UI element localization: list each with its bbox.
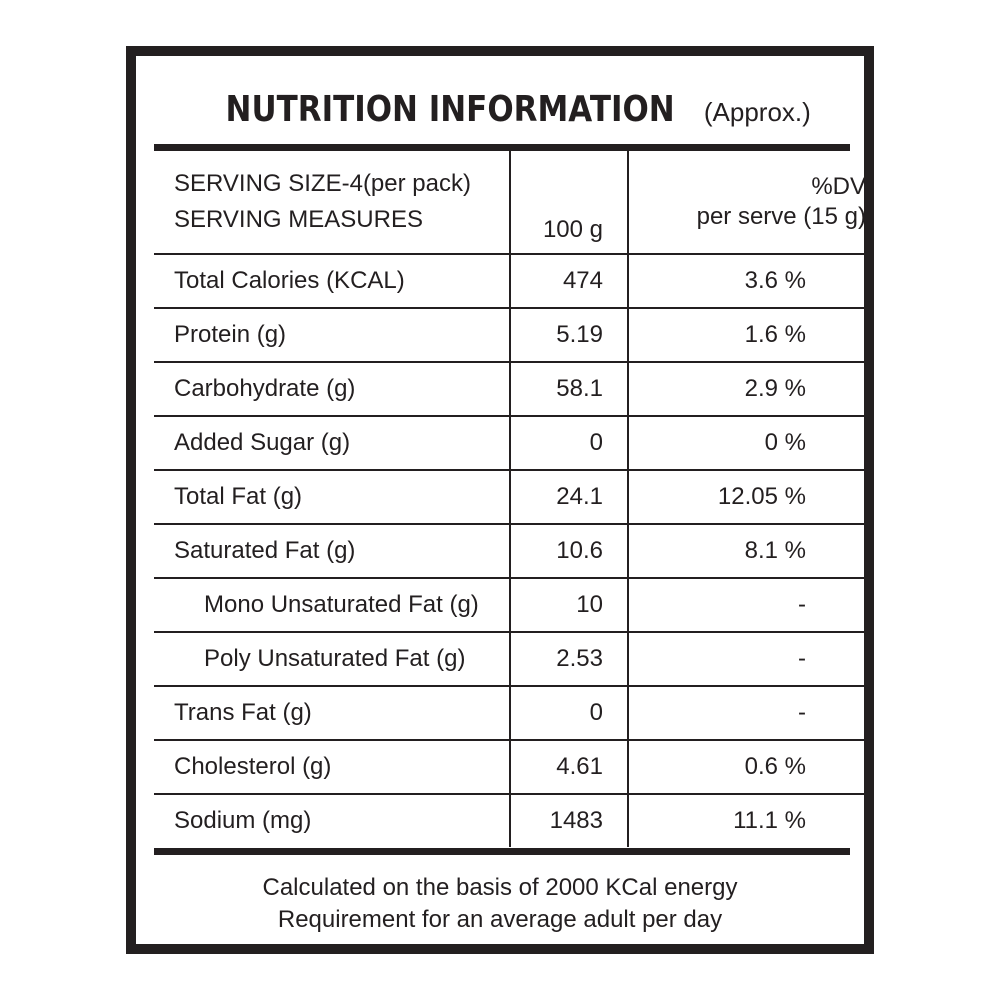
title-sub: (Approx.)	[704, 97, 811, 127]
nutrient-name: Sodium (mg)	[154, 794, 510, 847]
nutrient-value: 1483	[510, 794, 628, 847]
nutrient-value: 10	[510, 578, 628, 632]
serving-size: SERVING SIZE-4(per pack)	[174, 166, 509, 202]
nutrient-dv: 3.6 %	[628, 254, 866, 308]
dv-header-line1: %DV	[629, 172, 866, 202]
nutrient-value: 10.6	[510, 524, 628, 578]
table-row: Poly Unsaturated Fat (g) 2.53 -	[154, 632, 866, 686]
nutrient-dv: 2.9 %	[628, 362, 866, 416]
nutrient-value: 24.1	[510, 470, 628, 524]
top-rule	[154, 144, 850, 151]
title-main: NUTRITION INFORMATION	[226, 80, 675, 140]
nutrient-value: 0	[510, 416, 628, 470]
nutrient-name: Carbohydrate (g)	[154, 362, 510, 416]
nutrition-label: NUTRITION INFORMATION (Approx.) SERVING …	[126, 46, 874, 954]
nutrient-dv: 0.6 %	[628, 740, 866, 794]
dv-header-line2: per serve (15 g)	[629, 202, 866, 232]
nutrient-value: 0	[510, 686, 628, 740]
serving-measures: SERVING MEASURES	[174, 202, 509, 238]
nutrient-dv: 1.6 %	[628, 308, 866, 362]
nutrient-name: Poly Unsaturated Fat (g)	[154, 632, 510, 686]
nutrient-value: 58.1	[510, 362, 628, 416]
nutrient-name: Saturated Fat (g)	[154, 524, 510, 578]
table-row: Total Fat (g) 24.1 12.05 %	[154, 470, 866, 524]
nutrient-dv: 8.1 %	[628, 524, 866, 578]
table-row: Cholesterol (g) 4.61 0.6 %	[154, 740, 866, 794]
footnote-line1: Calculated on the basis of 2000 KCal ene…	[136, 872, 864, 904]
nutrient-name: Cholesterol (g)	[154, 740, 510, 794]
footnote: Calculated on the basis of 2000 KCal ene…	[136, 872, 864, 936]
nutrient-name: Added Sugar (g)	[154, 416, 510, 470]
table-row: Saturated Fat (g) 10.6 8.1 %	[154, 524, 866, 578]
nutrient-dv: -	[628, 632, 866, 686]
table-row: Carbohydrate (g) 58.1 2.9 %	[154, 362, 866, 416]
table-row: Trans Fat (g) 0 -	[154, 686, 866, 740]
dv-header-cell: %DV per serve (15 g)	[628, 151, 866, 254]
table-row: Total Calories (KCAL) 474 3.6 %	[154, 254, 866, 308]
nutrient-name: Protein (g)	[154, 308, 510, 362]
table-header-row: SERVING SIZE-4(per pack) SERVING MEASURE…	[154, 151, 866, 254]
label-title: NUTRITION INFORMATION (Approx.)	[136, 80, 864, 140]
bottom-rule	[154, 848, 850, 855]
nutrient-dv: -	[628, 686, 866, 740]
nutrient-name: Total Fat (g)	[154, 470, 510, 524]
table-row: Sodium (mg) 1483 11.1 %	[154, 794, 866, 847]
table-row: Mono Unsaturated Fat (g) 10 -	[154, 578, 866, 632]
nutrient-dv: 11.1 %	[628, 794, 866, 847]
amount-header: 100 g	[511, 156, 603, 248]
nutrient-value: 2.53	[510, 632, 628, 686]
serving-info-cell: SERVING SIZE-4(per pack) SERVING MEASURE…	[154, 151, 510, 254]
nutrient-value: 4.61	[510, 740, 628, 794]
nutrient-value: 5.19	[510, 308, 628, 362]
nutrient-name: Trans Fat (g)	[154, 686, 510, 740]
nutrient-name: Mono Unsaturated Fat (g)	[154, 578, 510, 632]
nutrient-dv: -	[628, 578, 866, 632]
nutrient-dv: 0 %	[628, 416, 866, 470]
nutrient-name: Total Calories (KCAL)	[154, 254, 510, 308]
nutrient-value: 474	[510, 254, 628, 308]
nutrient-dv: 12.05 %	[628, 470, 866, 524]
amount-header-cell: 100 g	[510, 151, 628, 254]
table-row: Protein (g) 5.19 1.6 %	[154, 308, 866, 362]
nutrition-table: SERVING SIZE-4(per pack) SERVING MEASURE…	[154, 151, 866, 847]
footnote-line2: Requirement for an average adult per day	[136, 904, 864, 936]
table-row: Added Sugar (g) 0 0 %	[154, 416, 866, 470]
